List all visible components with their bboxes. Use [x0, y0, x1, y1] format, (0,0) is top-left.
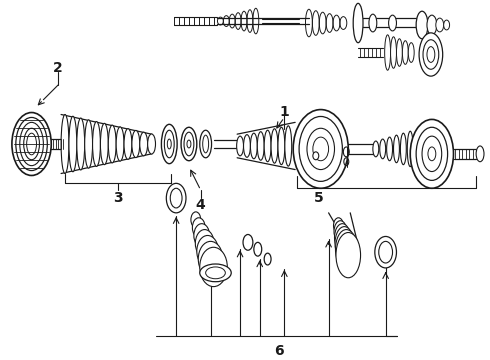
Ellipse shape [161, 124, 177, 164]
Ellipse shape [335, 226, 354, 260]
Ellipse shape [416, 127, 447, 180]
Text: 3: 3 [113, 191, 123, 205]
Ellipse shape [299, 117, 343, 181]
Ellipse shape [353, 3, 363, 43]
Ellipse shape [391, 37, 396, 68]
Ellipse shape [200, 264, 231, 282]
Ellipse shape [389, 15, 396, 31]
Ellipse shape [24, 128, 39, 160]
Ellipse shape [193, 218, 205, 238]
Ellipse shape [257, 132, 264, 160]
Ellipse shape [166, 183, 186, 213]
Text: 2: 2 [53, 61, 63, 75]
Ellipse shape [196, 230, 214, 257]
Ellipse shape [164, 130, 174, 158]
Ellipse shape [408, 43, 414, 62]
Ellipse shape [20, 122, 44, 166]
Ellipse shape [184, 132, 194, 156]
Ellipse shape [427, 47, 435, 62]
Ellipse shape [271, 129, 278, 163]
Ellipse shape [293, 109, 348, 188]
Ellipse shape [400, 133, 406, 165]
Ellipse shape [278, 127, 285, 165]
Ellipse shape [147, 134, 155, 154]
Ellipse shape [336, 233, 361, 278]
Ellipse shape [443, 20, 450, 30]
Ellipse shape [100, 123, 108, 165]
Ellipse shape [237, 136, 244, 156]
Ellipse shape [393, 135, 399, 163]
Ellipse shape [197, 235, 219, 267]
Ellipse shape [61, 114, 69, 174]
Ellipse shape [203, 135, 209, 153]
Ellipse shape [93, 122, 100, 166]
Ellipse shape [124, 129, 132, 159]
Ellipse shape [167, 139, 171, 149]
Ellipse shape [200, 130, 212, 158]
Ellipse shape [77, 118, 85, 170]
Ellipse shape [206, 267, 225, 279]
Ellipse shape [335, 224, 350, 251]
Ellipse shape [69, 116, 77, 172]
Ellipse shape [407, 131, 413, 167]
Ellipse shape [428, 147, 436, 161]
Ellipse shape [181, 127, 197, 161]
Ellipse shape [334, 218, 343, 234]
Ellipse shape [336, 230, 357, 269]
Ellipse shape [427, 15, 437, 35]
Ellipse shape [285, 126, 292, 166]
Ellipse shape [187, 140, 191, 148]
Ellipse shape [198, 241, 223, 277]
Ellipse shape [254, 242, 262, 256]
Ellipse shape [380, 139, 386, 159]
Ellipse shape [200, 247, 227, 287]
Ellipse shape [108, 125, 116, 163]
Ellipse shape [313, 137, 329, 161]
Ellipse shape [244, 135, 250, 157]
Ellipse shape [422, 136, 441, 172]
Ellipse shape [191, 212, 201, 228]
Ellipse shape [264, 130, 271, 162]
Ellipse shape [132, 130, 140, 158]
Ellipse shape [379, 241, 392, 263]
Ellipse shape [373, 141, 379, 157]
Ellipse shape [170, 188, 182, 208]
Ellipse shape [402, 41, 408, 64]
Ellipse shape [140, 132, 147, 156]
Ellipse shape [416, 11, 428, 39]
Ellipse shape [396, 39, 402, 66]
Ellipse shape [387, 137, 392, 161]
Ellipse shape [116, 127, 124, 161]
Ellipse shape [410, 120, 454, 188]
Ellipse shape [194, 224, 210, 247]
Ellipse shape [334, 221, 347, 242]
Ellipse shape [375, 237, 396, 268]
Ellipse shape [85, 120, 93, 168]
Ellipse shape [369, 14, 377, 32]
Text: 1: 1 [279, 104, 289, 118]
Ellipse shape [250, 133, 257, 159]
Ellipse shape [476, 146, 484, 162]
Ellipse shape [12, 113, 51, 175]
Ellipse shape [436, 18, 443, 32]
Ellipse shape [385, 35, 391, 70]
Ellipse shape [16, 117, 48, 171]
Ellipse shape [423, 40, 439, 69]
Ellipse shape [313, 152, 319, 160]
Ellipse shape [264, 253, 271, 265]
Ellipse shape [243, 234, 253, 250]
Text: 5: 5 [314, 191, 323, 205]
Ellipse shape [307, 128, 335, 170]
Ellipse shape [26, 133, 36, 155]
Text: 4: 4 [196, 198, 206, 212]
Ellipse shape [419, 33, 442, 76]
Text: 6: 6 [274, 343, 284, 357]
